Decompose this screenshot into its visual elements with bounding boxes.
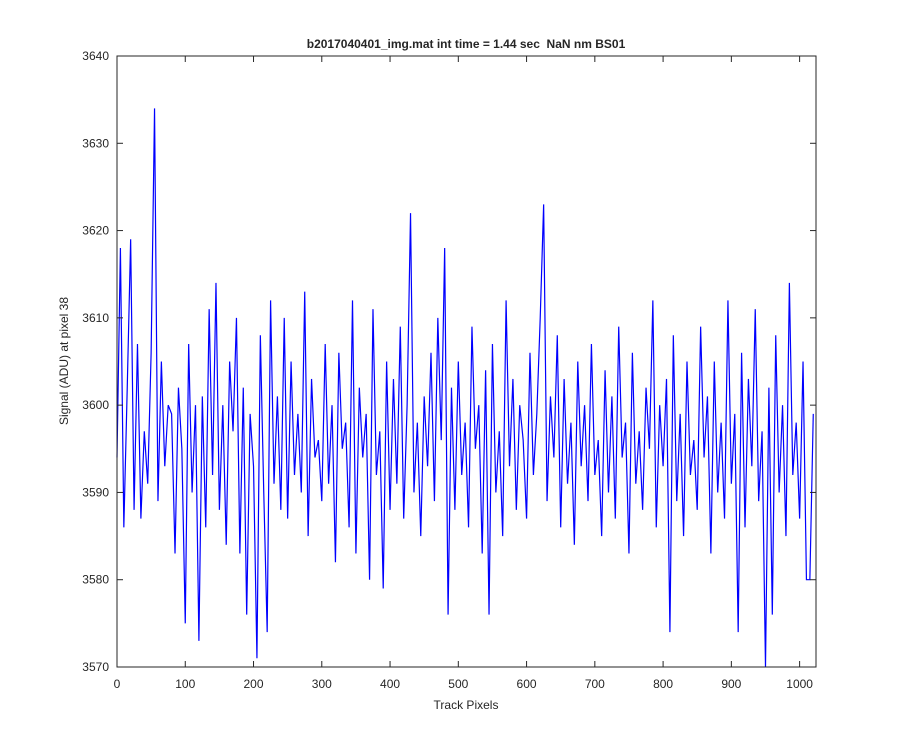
y-tick-label: 3620 [82,224,109,238]
x-tick-label: 400 [380,677,400,691]
y-tick-label: 3590 [82,485,109,499]
y-tick-label: 3600 [82,398,109,412]
x-tick-label: 600 [517,677,537,691]
x-axis-label: Track Pixels [434,698,499,712]
axes-box [116,55,817,668]
x-tick-label: 0 [114,677,121,691]
data-line [116,108,814,668]
x-tick-label: 1000 [786,677,813,691]
x-tick-label: 800 [653,677,673,691]
plot-area [116,108,814,668]
y-tick-label: 3630 [82,136,109,150]
x-tick-label: 200 [244,677,264,691]
x-tick-label: 100 [175,677,195,691]
x-tick-label: 700 [585,677,605,691]
y-tick-label: 3610 [82,311,109,325]
y-tick-label: 3640 [82,49,109,63]
y-tick-label: 3580 [82,573,109,587]
x-tick-label: 500 [448,677,468,691]
y-axis-label: Signal (ADU) at pixel 38 [57,297,71,425]
chart-title: b2017040401_img.mat int time = 1.44 sec … [307,37,626,51]
x-tick-label: 300 [312,677,332,691]
y-tick-label: 3570 [82,660,109,674]
x-tick-label: 900 [721,677,741,691]
